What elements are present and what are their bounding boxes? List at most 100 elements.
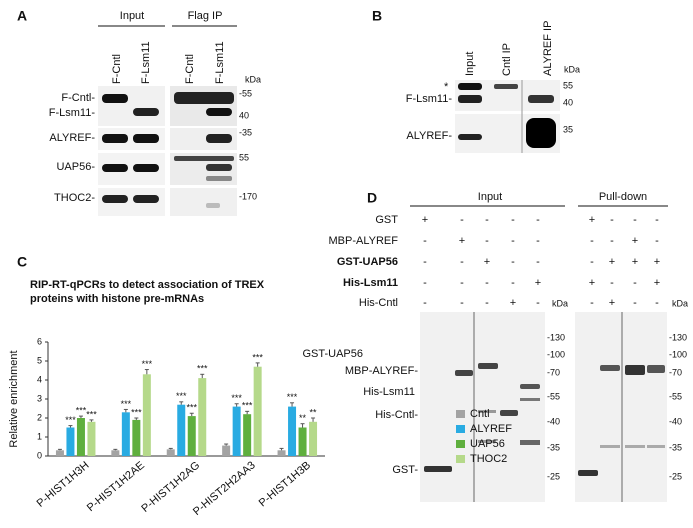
row-label: F-Lsm11- xyxy=(406,93,453,105)
y-tick-label: 2 xyxy=(37,412,42,422)
sign: + xyxy=(484,256,490,268)
y-tick-label: 3 xyxy=(37,393,42,403)
sign: - xyxy=(610,214,614,226)
sign: - xyxy=(460,297,464,309)
marker-label: -70 xyxy=(669,367,682,377)
marker-label: -130 xyxy=(669,332,687,342)
bar xyxy=(288,406,297,456)
sign: - xyxy=(536,256,540,268)
bar xyxy=(298,427,307,456)
marker-label: -40 xyxy=(669,416,682,426)
group-label: Input xyxy=(478,191,502,203)
marker-label: -55 xyxy=(669,391,682,401)
significance-label: *** xyxy=(131,407,142,417)
row-label: GST-UAP56 xyxy=(337,256,398,268)
sign: - xyxy=(460,214,464,226)
y-tick-label: 5 xyxy=(37,355,42,365)
panel-label: A xyxy=(17,8,27,24)
sign: - xyxy=(633,214,637,226)
marker-label: -35 xyxy=(669,442,682,452)
marker-label: -40 xyxy=(547,416,560,426)
bar xyxy=(111,450,120,456)
sign: - xyxy=(610,235,614,247)
lane-label: F-Cntl xyxy=(111,54,123,84)
bar xyxy=(243,414,252,456)
bar xyxy=(222,445,231,456)
sign: + xyxy=(654,256,660,268)
legend-swatch xyxy=(456,425,465,433)
sign: - xyxy=(423,256,427,268)
row-label: ALYREF- xyxy=(49,132,95,144)
sign: - xyxy=(536,214,540,226)
y-axis-label: Relative enrichment xyxy=(8,350,20,447)
sign: - xyxy=(460,256,464,268)
bar xyxy=(121,412,130,456)
sign: - xyxy=(590,297,594,309)
asterisk: * xyxy=(444,81,449,93)
sign: - xyxy=(590,235,594,247)
x-tick-label: P-HIST1H2AE xyxy=(85,459,147,514)
bar xyxy=(66,427,75,456)
bar xyxy=(142,374,151,456)
band-label: MBP-ALYREF- xyxy=(345,365,418,377)
marker-label: -55 xyxy=(239,88,252,98)
sign: + xyxy=(589,214,595,226)
sign: + xyxy=(632,256,638,268)
sign: + xyxy=(589,277,595,289)
sign: - xyxy=(511,214,515,226)
sign: - xyxy=(511,277,515,289)
band-label: GST- xyxy=(392,464,418,476)
row-label: UAP56- xyxy=(56,161,95,173)
sign: - xyxy=(423,277,427,289)
significance-label: *** xyxy=(186,403,197,413)
bar xyxy=(198,378,207,456)
bar xyxy=(55,450,64,456)
kda-label: kDa xyxy=(552,298,568,308)
legend-label: ALYREF xyxy=(470,423,512,435)
legend-swatch xyxy=(456,455,465,463)
significance-label: *** xyxy=(231,393,242,403)
row-label: His-Cntl xyxy=(359,297,398,309)
sign: - xyxy=(511,235,515,247)
lane-label: Cntl IP xyxy=(501,43,513,76)
kda-label: kDa xyxy=(564,64,580,74)
significance-label: *** xyxy=(252,352,263,362)
marker-label: -170 xyxy=(239,191,257,201)
significance-label: *** xyxy=(287,392,298,402)
bar xyxy=(166,449,175,456)
group-label: Pull-down xyxy=(599,191,647,203)
row-label: His-Lsm11 xyxy=(343,277,398,289)
sign: + xyxy=(632,235,638,247)
bar xyxy=(187,416,196,456)
panel-label: C xyxy=(17,254,27,270)
marker-label: -70 xyxy=(547,367,560,377)
sign: - xyxy=(655,235,659,247)
y-tick-label: 6 xyxy=(37,336,42,346)
lane-label: F-Cntl xyxy=(184,54,196,84)
marker-label: 55 xyxy=(563,80,573,90)
bar xyxy=(253,366,262,456)
band-label: His-Cntl- xyxy=(375,409,418,421)
sign: - xyxy=(536,235,540,247)
sign: + xyxy=(535,277,541,289)
sign: - xyxy=(485,214,489,226)
marker-label: -100 xyxy=(669,349,687,359)
row-label: MBP-ALYREF xyxy=(329,235,399,247)
marker-label: -35 xyxy=(239,127,252,137)
bar xyxy=(309,421,318,456)
bar xyxy=(177,404,186,456)
bar xyxy=(87,421,96,456)
kda-label: kDa xyxy=(672,298,688,308)
significance-label: *** xyxy=(76,405,87,415)
marker-label: -100 xyxy=(547,349,565,359)
marker-label: -25 xyxy=(547,471,560,481)
sign: - xyxy=(485,235,489,247)
sign: + xyxy=(609,256,615,268)
legend-label: UAP56 xyxy=(470,438,505,450)
band-label: His-Lsm11 xyxy=(363,386,415,398)
bar xyxy=(132,419,141,456)
legend-swatch xyxy=(456,410,465,418)
significance-label: *** xyxy=(142,359,153,369)
significance-label: *** xyxy=(121,399,132,409)
sign: + xyxy=(459,235,465,247)
